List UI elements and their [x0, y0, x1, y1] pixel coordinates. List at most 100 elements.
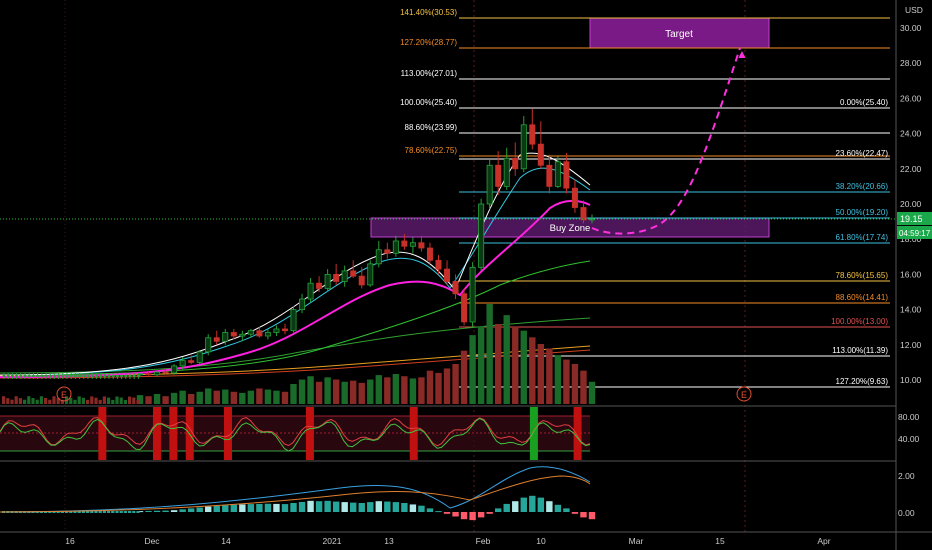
volume-bar	[529, 337, 536, 404]
candle-body[interactable]	[145, 373, 152, 376]
fib-level-label: 23.60%(22.47)	[836, 149, 889, 158]
candle-body[interactable]	[409, 242, 416, 247]
volume-bar	[239, 392, 246, 404]
macd-hist-bar	[239, 504, 246, 512]
candle-body[interactable]	[196, 351, 203, 363]
candlesticks[interactable]	[2, 108, 596, 379]
candle-body[interactable]	[299, 298, 306, 311]
candle-body[interactable]	[171, 365, 178, 374]
macd-hist-bar	[588, 512, 596, 520]
candle-body[interactable]	[580, 207, 587, 221]
candle-body[interactable]	[520, 124, 527, 170]
candle-body	[78, 375, 81, 377]
candle-body[interactable]	[384, 249, 391, 254]
candle-body[interactable]	[213, 337, 220, 342]
candle-body	[19, 375, 23, 377]
candle-body[interactable]	[307, 282, 314, 300]
volume-bars	[2, 304, 596, 404]
candle-body[interactable]	[444, 268, 451, 282]
time-axis[interactable]: 16 Dec 14 2021 13 Feb 10 Mar 15 Apr	[65, 536, 831, 546]
macd-hist-bar	[332, 501, 340, 512]
fib-retracement-right[interactable]: 0.00%(25.40) 23.60%(22.47) 38.20%(20.66) 50…	[459, 98, 890, 388]
volume-bar	[6, 398, 10, 404]
candle-body[interactable]	[512, 157, 519, 170]
rsi-axis-tick: 40.00	[898, 434, 920, 444]
candle-body[interactable]	[247, 330, 254, 335]
time-axis-tick: 16	[65, 536, 75, 546]
candle-body[interactable]	[350, 270, 357, 277]
projection-path[interactable]	[591, 47, 741, 235]
candle-body	[82, 375, 86, 377]
candle-body[interactable]	[162, 371, 169, 374]
candle-body	[48, 375, 52, 377]
macd-hist-bar	[460, 512, 468, 520]
candle-body[interactable]	[333, 273, 340, 282]
rsi-signal-bar	[98, 407, 107, 460]
volume-bar	[81, 397, 85, 404]
candle-body[interactable]	[281, 328, 288, 332]
candle-body[interactable]	[264, 332, 271, 337]
macd-pane[interactable]	[0, 466, 596, 521]
macd-hist-bar	[81, 511, 85, 513]
candle-body[interactable]	[222, 332, 229, 342]
candle-body[interactable]	[273, 328, 280, 333]
fib-level-label: 61.80%(17.74)	[836, 233, 889, 242]
candle-body[interactable]	[375, 249, 382, 265]
candle-body[interactable]	[503, 157, 510, 187]
candle-body[interactable]	[563, 161, 570, 189]
candle-body	[86, 375, 90, 377]
fib-level-label: 127.20%(28.77)	[400, 38, 457, 47]
candle-body[interactable]	[426, 247, 433, 261]
volume-bar	[247, 390, 255, 404]
volume-bar	[69, 397, 73, 404]
last-price-tag: 19.15 04:59:17	[0, 212, 932, 239]
candle-body[interactable]	[179, 360, 186, 367]
candle-body[interactable]	[316, 282, 323, 289]
candle-body[interactable]	[469, 266, 476, 323]
candle-body	[27, 375, 31, 377]
candle-body[interactable]	[537, 143, 544, 166]
candle-body[interactable]	[486, 164, 493, 205]
candle-body[interactable]	[358, 275, 365, 286]
candle-body[interactable]	[341, 270, 348, 282]
candle-body[interactable]	[452, 281, 459, 295]
earnings-marker[interactable]: E	[736, 386, 752, 402]
candle-body[interactable]	[418, 242, 425, 249]
candle-body[interactable]	[290, 309, 297, 332]
volume-bar	[162, 396, 169, 404]
candle-body[interactable]	[256, 330, 263, 337]
candle-body[interactable]	[324, 273, 331, 289]
price-axis[interactable]: 30.00 28.00 26.00 24.00 22.00 20.00 18.00 16.00…	[900, 23, 922, 385]
candle-body[interactable]	[401, 240, 408, 247]
macd-hist-bar	[98, 511, 102, 513]
candle-body[interactable]	[154, 371, 161, 376]
candle-body[interactable]	[239, 333, 246, 337]
candle-body[interactable]	[136, 373, 143, 376]
earnings-marker[interactable]: E	[56, 386, 72, 402]
candle-body[interactable]	[554, 161, 561, 187]
candle-body[interactable]	[529, 124, 536, 145]
volume-bar	[520, 330, 527, 404]
candle-body[interactable]	[495, 164, 502, 187]
volume-bar	[281, 391, 289, 404]
candle-body[interactable]	[205, 337, 212, 353]
rsi-pane[interactable]	[0, 407, 591, 460]
candle-body[interactable]	[367, 263, 374, 286]
candle-body[interactable]	[230, 332, 237, 337]
candle-body[interactable]	[461, 293, 468, 323]
target-zone[interactable]	[589, 17, 770, 49]
candle-body[interactable]	[435, 259, 442, 270]
candle-body	[6, 375, 10, 377]
volume-bar	[469, 335, 476, 404]
candle-body[interactable]	[478, 203, 485, 268]
candle-body	[120, 375, 123, 377]
candle-body[interactable]	[188, 360, 195, 363]
macd-hist-bar	[554, 504, 562, 512]
last-price-value: 19.15	[900, 214, 923, 224]
candle-body[interactable]	[392, 240, 399, 254]
macd-hist-bar	[494, 508, 502, 512]
volume-bar	[494, 324, 502, 404]
candle-body[interactable]	[571, 187, 578, 208]
candle-body[interactable]	[546, 164, 553, 187]
